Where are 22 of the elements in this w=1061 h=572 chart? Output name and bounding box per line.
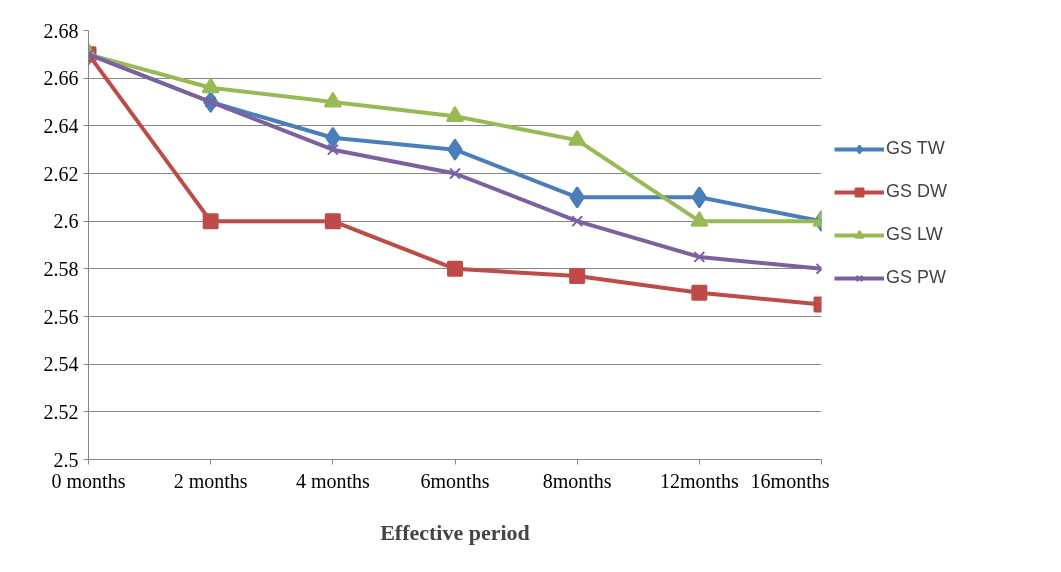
y-tick-label: 2.6 (53, 210, 79, 233)
x-tick-label: 8months (542, 469, 612, 492)
x-tick-label: 6months (420, 469, 490, 492)
y-tick-label: 2.5 (53, 448, 79, 471)
y-tick-label: 2.52 (43, 400, 79, 423)
x-tick-label: 2 months (173, 469, 248, 492)
x-tick-label: 4 months (295, 469, 370, 492)
x-tick-label: 0 months (51, 469, 126, 492)
x-tick-label: 16months (750, 469, 830, 492)
y-tick-label: 2.54 (43, 353, 79, 376)
y-tick-label: 2.58 (43, 257, 79, 280)
x-axis-title: Effective period (380, 519, 530, 545)
legend-label: GS LW (886, 224, 943, 245)
y-tick-label: 2.68 (43, 19, 79, 42)
legend-label: GS PW (886, 267, 947, 288)
y-tick-label: 2.66 (43, 67, 79, 90)
y-tick-label: 2.56 (43, 305, 79, 328)
y-tick-label: 2.64 (43, 114, 79, 137)
legend-label: GS TW (886, 138, 945, 159)
x-tick-label: 12months (659, 469, 739, 492)
legend-label: GS DW (886, 181, 947, 202)
y-tick-label: 2.62 (43, 162, 79, 185)
